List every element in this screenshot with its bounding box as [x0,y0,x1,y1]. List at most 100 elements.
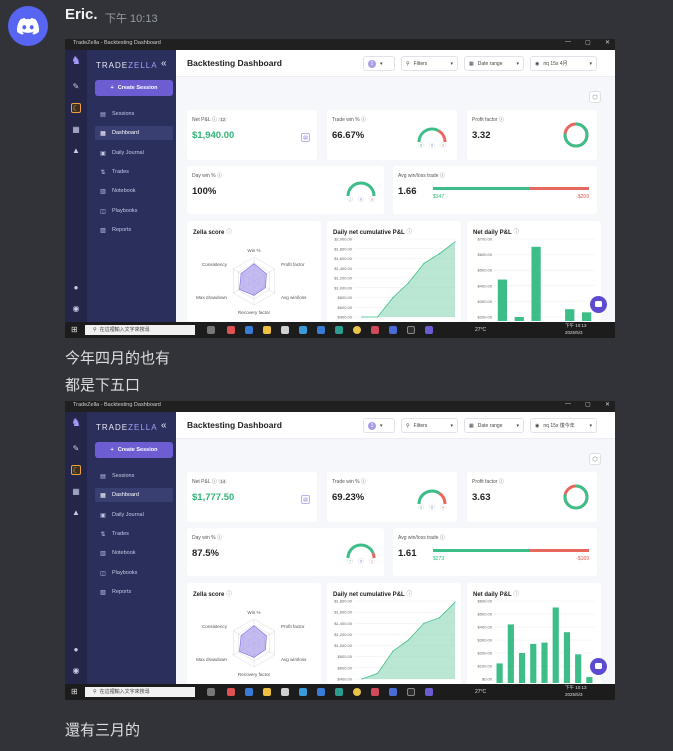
user-avatar[interactable] [8,6,48,46]
bell-icon[interactable]: ● [73,283,79,292]
cube-icon[interactable]: ⬡ [589,91,601,103]
taskbar-search[interactable]: ⚲ 在這裡輸入文字來搜尋 [85,687,195,697]
nav-trades[interactable]: ⇅ Trades [100,531,129,538]
excel-icon[interactable] [335,326,343,334]
day-win-gauge: 7 0 1 [346,543,376,564]
tradingview-icon[interactable] [407,688,415,696]
bell-icon[interactable]: ● [73,645,79,654]
account-selector[interactable]: 1 ▾ [363,56,395,71]
grid-icon[interactable]: ▦ [72,125,80,134]
user-icon[interactable]: ◉ [72,666,80,675]
mail-icon[interactable] [299,326,307,334]
account-selector[interactable]: 1 ▾ [363,418,395,433]
nav-notebook[interactable]: ▥ Notebook [100,550,136,557]
y-tick-label: $100.00 [478,664,493,669]
moon-icon[interactable]: ☾ [71,465,81,475]
minimize-button[interactable]: — [565,401,571,407]
windows-start-icon[interactable]: ⊞ [71,687,78,696]
nav-notebook[interactable]: ▥ Notebook [100,188,136,195]
edge-icon[interactable] [245,688,253,696]
cumulative-point [376,672,379,675]
store-icon[interactable] [281,688,289,696]
gauge-count: 9 [420,506,422,510]
nav-playbooks[interactable]: ◫ Playbooks [100,570,138,577]
moon-icon[interactable]: ☾ [71,103,81,113]
symbol-dropdown[interactable]: ◉ nq 15s 復今年 ▾ [530,418,597,433]
help-chat-icon[interactable] [590,658,607,675]
nav-dashboard[interactable]: ▦ Dashboard [95,126,173,140]
app-icon[interactable] [227,326,235,334]
grid-icon[interactable]: ▦ [72,487,80,496]
app-icon-3[interactable] [389,326,397,334]
word-icon[interactable] [317,326,325,334]
date-range-dropdown[interactable]: ▦ Date range ▾ [464,56,524,71]
task-view-icon[interactable] [207,688,215,696]
calendar-icon[interactable]: ▤ [301,133,310,142]
calendar-icon[interactable]: ▤ [301,495,310,504]
nav-trades[interactable]: ⇅ Trades [100,169,129,176]
chrome-icon[interactable] [353,688,361,696]
tradingview-icon[interactable] [407,326,415,334]
collapse-sidebar-button[interactable]: « [161,420,167,431]
mail-icon[interactable] [299,688,307,696]
filters-dropdown[interactable]: ⚲ Filters ▾ [401,418,458,433]
cube-icon[interactable]: ⬡ [589,453,601,465]
y-tick-label: $300.00 [478,299,493,304]
app-icon-2[interactable] [371,326,379,334]
symbol-dropdown[interactable]: ◉ nq 15s 4月 ▾ [530,56,597,71]
excel-icon[interactable] [335,688,343,696]
nav-daily-journal[interactable]: ▣ Daily Journal [100,512,144,519]
close-button[interactable]: ✕ [605,402,611,408]
chrome-icon[interactable] [353,326,361,334]
graduation-icon[interactable]: ▲ [72,146,80,155]
daily-pnl-card: Net daily P&L ⓘ $700.00 $600.00 $500.00 $40… [467,221,601,322]
pencil-icon[interactable]: ✎ [72,82,80,91]
maximize-button[interactable]: ▢ [585,402,591,408]
username[interactable]: Eric. [65,6,98,23]
graduation-icon[interactable]: ▲ [72,508,80,517]
explorer-icon[interactable] [263,326,271,334]
explorer-icon[interactable] [263,688,271,696]
date-range-dropdown[interactable]: ▦ Date range ▾ [464,418,524,433]
word-icon[interactable] [317,688,325,696]
minimize-button[interactable]: — [565,39,571,45]
user-icon[interactable]: ◉ [72,304,80,313]
nav-reports[interactable]: ▧ Reports [100,227,132,234]
tradezella-icon[interactable] [425,688,433,696]
nav-daily-journal[interactable]: ▣ Daily Journal [100,150,144,157]
radar-axis-label: Consistency [202,624,228,629]
create-session-button[interactable]: + Create Session [95,442,173,458]
taskbar-search[interactable]: ⚲ 在這裡輸入文字來搜尋 [85,325,195,335]
app-icon-3[interactable] [389,688,397,696]
store-icon[interactable] [281,326,289,334]
app-icon[interactable] [227,688,235,696]
gauge-count-dot [440,504,446,510]
nav-sessions[interactable]: ▤ Sessions [100,473,135,480]
dashboard-main: Backtesting Dashboard 1 ▾ ⚲ Filters ▾ ▦ Date… [176,50,615,322]
filters-dropdown[interactable]: ⚲ Filters ▾ [401,56,458,71]
day-win-value: 87.5% [192,548,219,559]
edge-icon[interactable] [245,326,253,334]
screenshot-april[interactable]: TradeZella - Backtesting Dashboard — ▢ ✕… [65,39,615,338]
tradezella-icon[interactable] [425,326,433,334]
nav-dashboard[interactable]: ▦ Dashboard [95,488,173,502]
task-view-icon[interactable] [207,326,215,334]
windows-start-icon[interactable]: ⊞ [71,325,78,334]
close-button[interactable]: ✕ [605,40,611,46]
nav-reports[interactable]: ▧ Reports [100,589,132,596]
maximize-button[interactable]: ▢ [585,40,591,46]
app-icon-2[interactable] [371,688,379,696]
help-chat-icon[interactable] [590,296,607,313]
pencil-icon[interactable]: ✎ [72,444,80,453]
nav-playbooks[interactable]: ◫ Playbooks [100,208,138,215]
trade-win-gauge: 8 0 4 [417,127,447,148]
nav-sessions[interactable]: ▤ Sessions [100,111,135,118]
avg-win-amount: $347 [433,194,445,200]
create-session-button[interactable]: + Create Session [95,80,173,96]
gauge-count-dot [429,504,435,510]
screenshot-march[interactable]: TradeZella - Backtesting Dashboard — ▢ ✕… [65,401,615,700]
collapse-sidebar-button[interactable]: « [161,58,167,69]
gauge-count: 1 [371,560,373,564]
y-tick-label: $400.00 [338,677,353,682]
